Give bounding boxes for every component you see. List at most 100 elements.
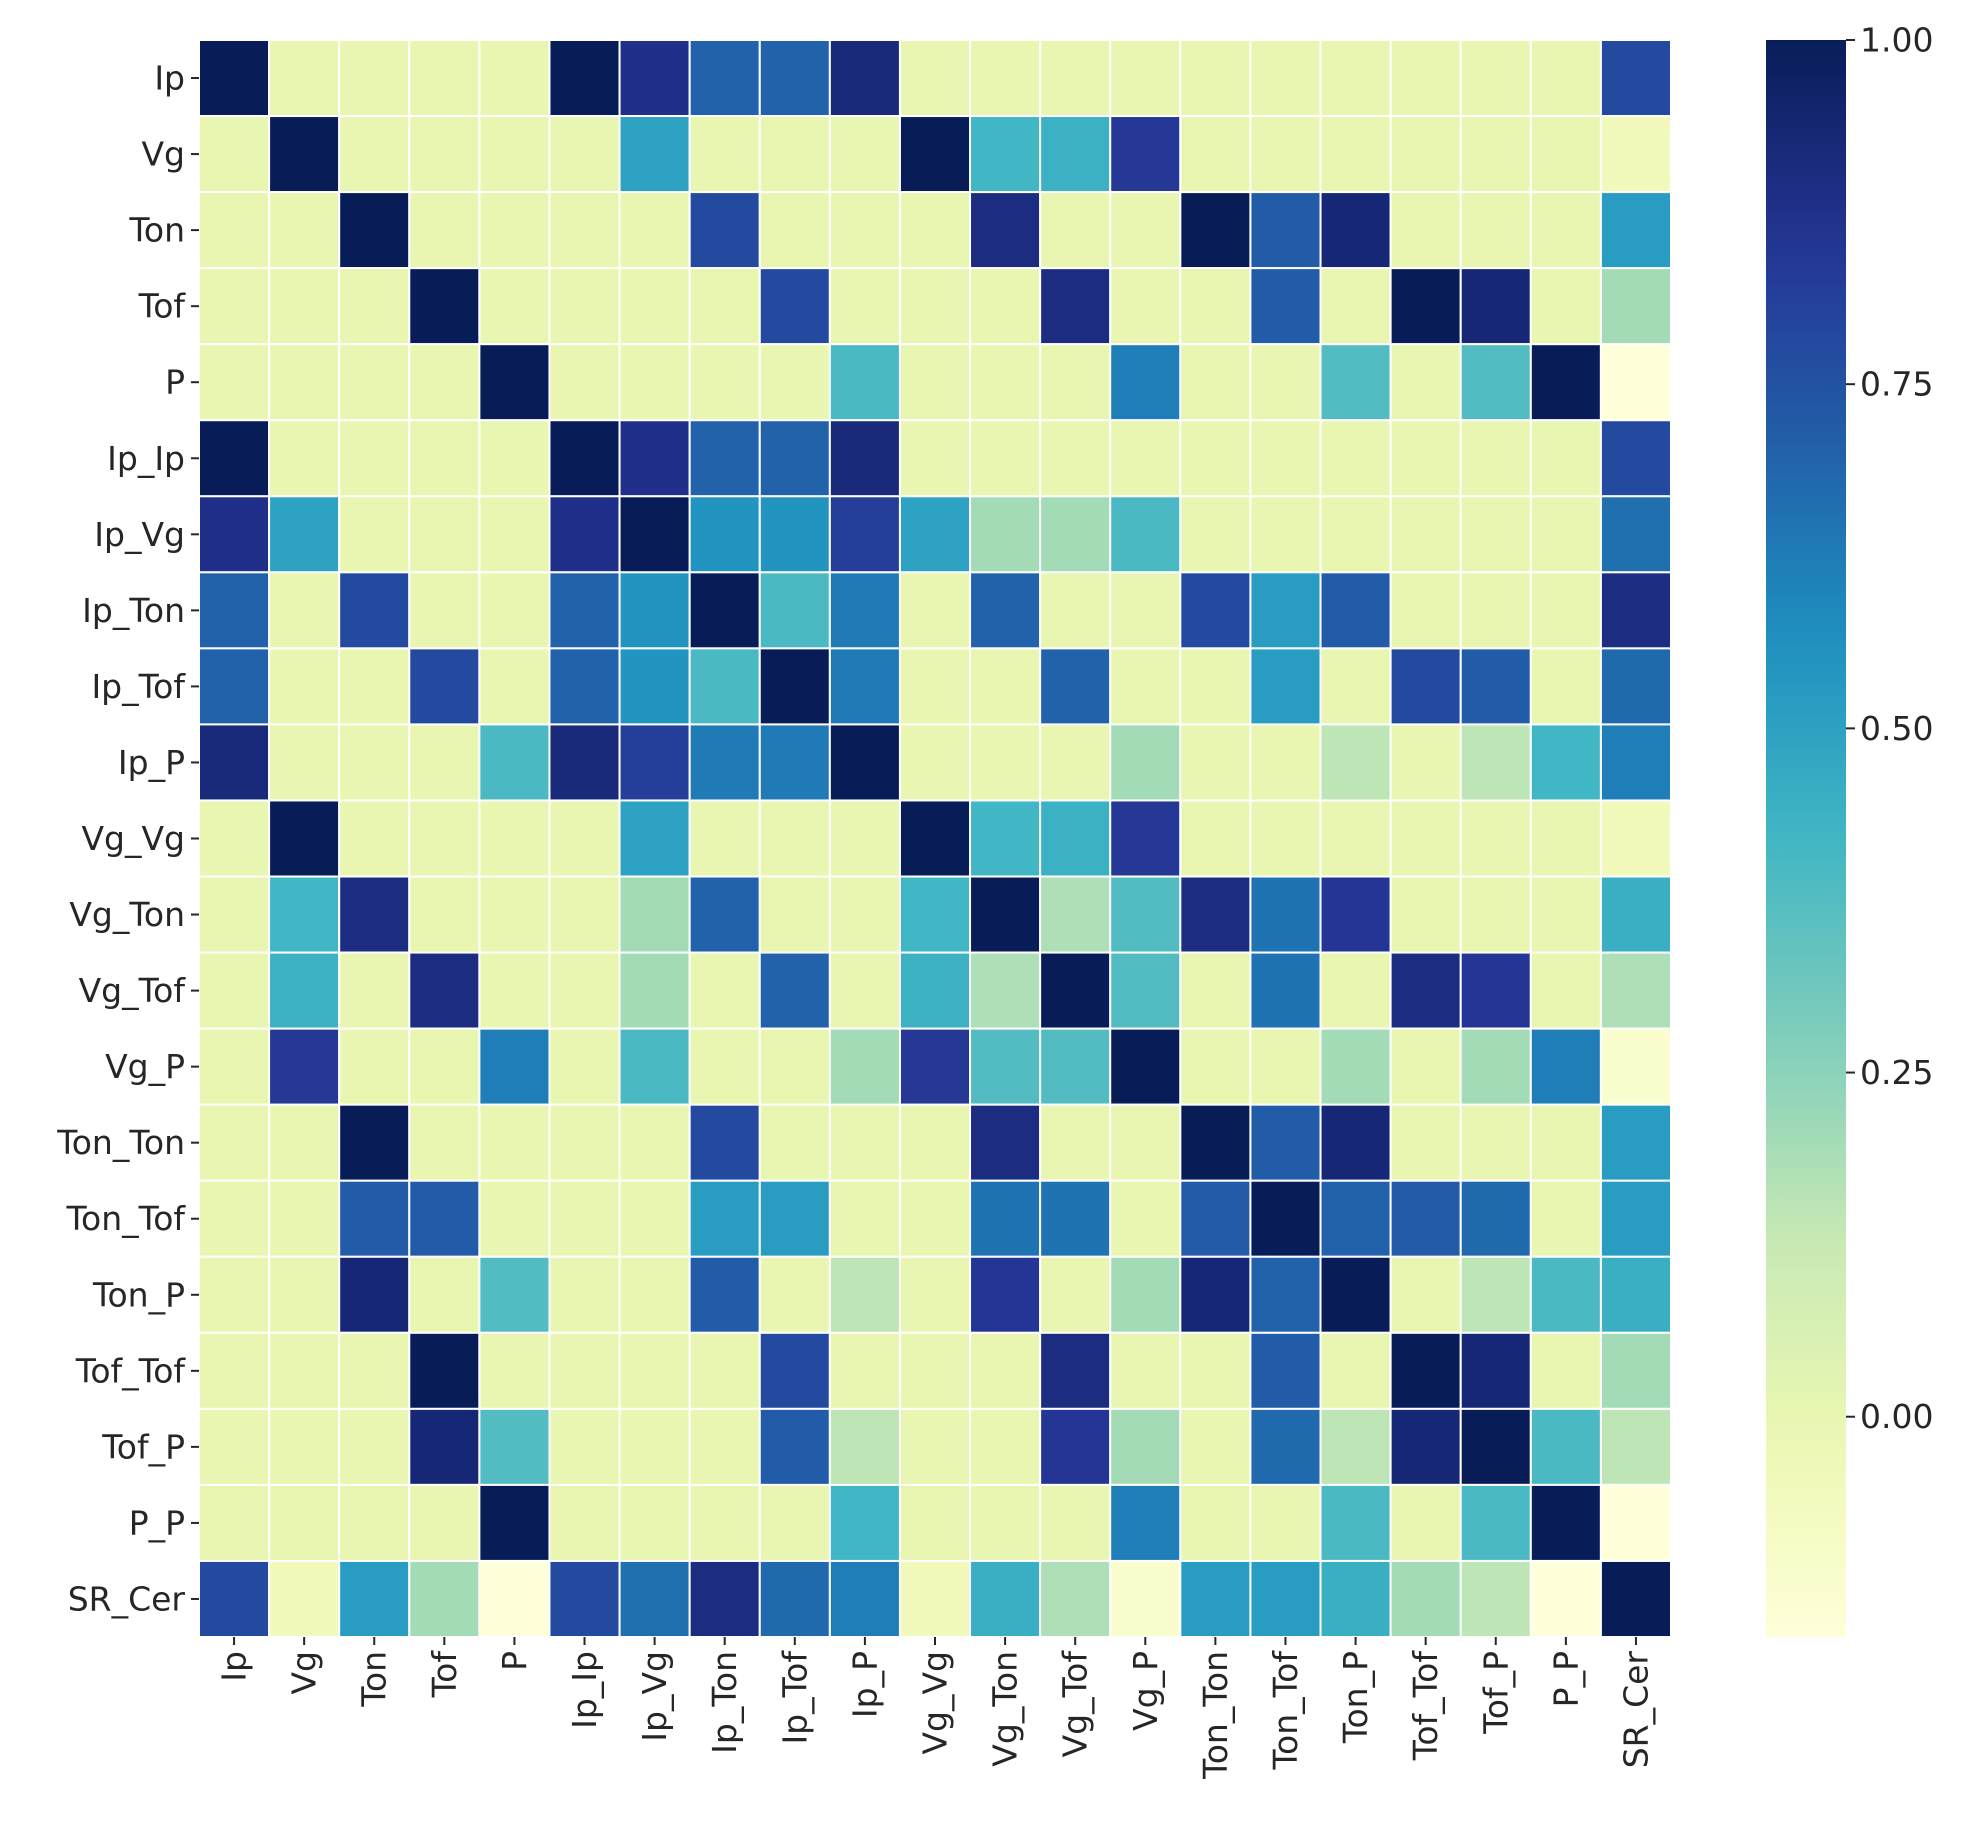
heatmap-cell	[478, 1331, 551, 1410]
heatmap-cell	[548, 1027, 621, 1106]
heatmap-cells	[198, 39, 1673, 1639]
heatmap-cell	[1039, 799, 1112, 878]
heatmap-cell	[1249, 571, 1322, 650]
heatmap-cell	[1529, 1103, 1602, 1182]
heatmap-cell	[1249, 875, 1322, 954]
heatmap-cell	[1389, 723, 1462, 802]
heatmap-cell	[268, 1483, 341, 1562]
y-tick-label: Ton	[128, 211, 185, 250]
heatmap-cell	[198, 723, 271, 802]
heatmap-cell	[828, 343, 901, 422]
heatmap-cell	[1179, 343, 1252, 422]
heatmap-cell	[1039, 647, 1112, 726]
heatmap-cell	[1529, 1483, 1602, 1562]
heatmap-cell	[1039, 1103, 1112, 1182]
heatmap-cell	[898, 495, 972, 574]
heatmap-cell	[198, 267, 271, 346]
heatmap-cell	[1599, 1179, 1673, 1258]
heatmap-cell	[338, 419, 411, 498]
heatmap-cell	[198, 1331, 271, 1410]
heatmap-cell	[478, 115, 551, 194]
heatmap-cell	[758, 1331, 831, 1410]
heatmap-cell	[548, 115, 621, 194]
heatmap-cell	[828, 1027, 901, 1106]
heatmap-cell	[969, 1027, 1042, 1106]
heatmap-cell	[618, 419, 691, 498]
heatmap-cell	[969, 799, 1042, 878]
x-tick-label: Ip_Ton	[705, 1651, 744, 1754]
heatmap-cell	[338, 951, 411, 1030]
heatmap-cell	[198, 115, 271, 194]
heatmap-cell	[548, 1331, 621, 1410]
colorbar: 0.00 0.25 0.50 0.75 1.00	[1766, 21, 1933, 1637]
heatmap-cell	[338, 1331, 411, 1410]
heatmap-cell	[1039, 1559, 1112, 1639]
heatmap-cell	[1599, 39, 1673, 118]
heatmap-cell	[898, 951, 972, 1030]
heatmap-cell	[1319, 1179, 1392, 1258]
heatmap-cell	[268, 1255, 341, 1334]
heatmap-cell	[969, 495, 1042, 574]
heatmap-cell	[1109, 647, 1182, 726]
heatmap-cell	[338, 343, 411, 422]
heatmap-cell	[1599, 115, 1673, 194]
heatmap-cell	[1319, 723, 1392, 802]
heatmap-cell	[618, 875, 691, 954]
heatmap-cell	[198, 571, 271, 650]
heatmap-cell	[898, 1027, 972, 1106]
heatmap-cell	[1319, 1407, 1392, 1486]
heatmap-cell	[898, 1559, 972, 1639]
heatmap-cell	[548, 495, 621, 574]
y-tick-label: SR_Cer	[68, 1579, 186, 1618]
heatmap-cell	[268, 1103, 341, 1182]
heatmap-cell	[1039, 191, 1112, 270]
heatmap-cell	[618, 39, 691, 118]
heatmap-cell	[408, 419, 481, 498]
heatmap-cell	[758, 799, 831, 878]
x-tick-label: Tof_P	[1476, 1651, 1515, 1735]
heatmap-cell	[478, 495, 551, 574]
heatmap-cell	[1249, 1483, 1322, 1562]
heatmap-cell	[1529, 191, 1602, 270]
heatmap-cell	[408, 1331, 481, 1410]
heatmap-cell	[1459, 1559, 1532, 1639]
heatmap-cell	[1459, 1103, 1532, 1182]
heatmap-cell	[1389, 1103, 1462, 1182]
heatmap-cell	[898, 1255, 972, 1334]
colorbar-tick-label: 0.75	[1860, 365, 1933, 404]
heatmap-cell	[1599, 647, 1673, 726]
heatmap-cell	[1249, 951, 1322, 1030]
heatmap-cell	[898, 1483, 972, 1562]
heatmap-cell	[198, 39, 271, 118]
y-axis: Ip Vg Ton Tof P Ip_Ip Ip_Vg Ip_Ton Ip_Tof Ip_P Vg_…	[56, 59, 199, 1618]
heatmap-cell	[1389, 1255, 1462, 1334]
heatmap-cell	[1319, 1255, 1392, 1334]
colorbar-tick-label: 0.50	[1860, 709, 1933, 748]
heatmap-cell	[688, 115, 761, 194]
x-tick-label: Tof_Tof	[1406, 1650, 1445, 1762]
heatmap-cell	[268, 1179, 341, 1258]
heatmap-cell	[1249, 191, 1322, 270]
heatmap-cell	[1249, 39, 1322, 118]
heatmap-cell	[688, 647, 761, 726]
heatmap-cell	[1529, 419, 1602, 498]
y-tick-label: Ip_Tof	[91, 667, 186, 706]
heatmap-cell	[618, 1559, 691, 1639]
heatmap-cell	[198, 1407, 271, 1486]
heatmap-cell	[548, 875, 621, 954]
heatmap-cell	[1179, 115, 1252, 194]
heatmap-cell	[898, 1179, 972, 1258]
heatmap-cell	[1179, 1255, 1252, 1334]
heatmap-cell	[1389, 1179, 1462, 1258]
heatmap-cell	[408, 1255, 481, 1334]
heatmap-cell	[548, 647, 621, 726]
heatmap-cell	[478, 1483, 551, 1562]
heatmap-cell	[478, 39, 551, 118]
heatmap-cell	[1319, 39, 1392, 118]
heatmap-cell	[338, 1255, 411, 1334]
heatmap-cell	[1249, 723, 1322, 802]
heatmap-cell	[969, 1407, 1042, 1486]
heatmap-cell	[758, 115, 831, 194]
heatmap-cell	[1179, 419, 1252, 498]
heatmap-cell	[548, 723, 621, 802]
